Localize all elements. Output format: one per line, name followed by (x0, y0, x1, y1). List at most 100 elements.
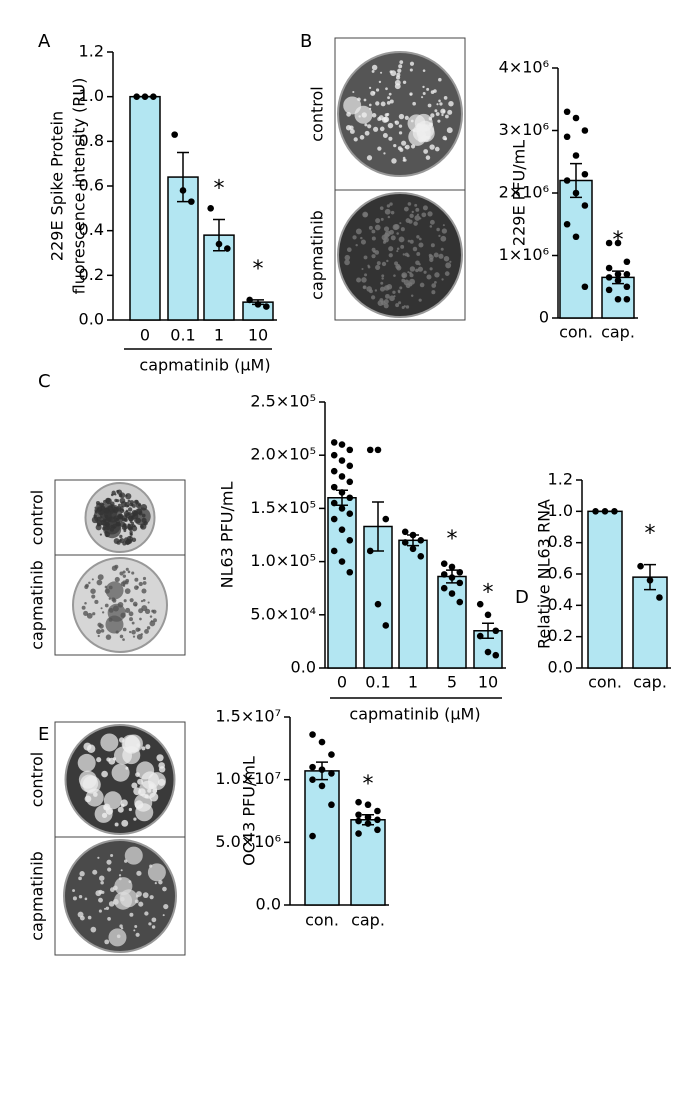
y-tick-label: 1.2 (548, 470, 573, 489)
bar (327, 497, 357, 669)
plaque (379, 126, 385, 132)
plaque (409, 61, 415, 66)
significance-star: * (645, 522, 656, 547)
plaque (368, 225, 373, 230)
plaque (433, 89, 437, 93)
plaque (98, 897, 103, 903)
data-point (330, 483, 338, 491)
plaque (397, 68, 402, 73)
plaque (375, 88, 380, 92)
data-point (366, 446, 374, 454)
plaque (404, 146, 407, 149)
data-point (476, 632, 484, 640)
plaque (404, 252, 409, 257)
y-tick-label: 0.4 (548, 595, 573, 614)
plaque (430, 113, 435, 118)
plaque (151, 609, 155, 613)
plaque (344, 254, 351, 261)
data-point (581, 170, 589, 178)
plaque (132, 507, 151, 526)
plaque (105, 497, 112, 505)
plaque (430, 243, 435, 248)
plaque (431, 290, 436, 295)
y-axis-label: OC43 PFU/mL (240, 756, 259, 866)
plaque (124, 846, 143, 865)
data-point (330, 547, 338, 555)
y-tick-label: 5.0×10⁶ (215, 832, 281, 851)
plaque (98, 909, 102, 913)
data-point (581, 202, 589, 209)
plaque (439, 102, 443, 106)
plaque (119, 534, 123, 539)
plaque (141, 588, 147, 594)
plaque (379, 286, 386, 292)
data-point (563, 133, 571, 141)
plaque (381, 274, 385, 278)
error-bar (372, 501, 384, 552)
plaque (128, 611, 134, 617)
data-point (309, 776, 316, 783)
data-point (374, 807, 381, 815)
y-axis-label: 229E PFU/mL (510, 140, 529, 246)
data-point (374, 600, 382, 608)
plaque (387, 96, 391, 100)
plaque (368, 103, 372, 107)
plaque (72, 896, 77, 901)
plaque (429, 144, 435, 150)
image-label: control (308, 86, 327, 141)
plaque (384, 230, 391, 237)
plaque (429, 254, 434, 260)
plaque (408, 219, 413, 224)
plaque (416, 213, 419, 216)
plaque (124, 588, 131, 595)
plaque (100, 881, 104, 885)
data-point (374, 816, 381, 824)
plaque (386, 259, 389, 263)
plaque (412, 246, 418, 252)
plaque (135, 803, 154, 822)
data-point (328, 801, 335, 809)
plaque (91, 578, 94, 581)
bar (398, 539, 428, 669)
x-tick-label: 0 (337, 673, 347, 692)
data-point (374, 826, 381, 834)
data-point (346, 494, 354, 502)
plaque (83, 610, 89, 616)
bar (587, 510, 623, 669)
plaque (99, 533, 103, 536)
plaque (142, 576, 147, 581)
plaque (116, 489, 123, 495)
data-point (605, 264, 613, 272)
x-tick-label: 5 (447, 673, 457, 692)
plaque (123, 510, 130, 517)
plaque (396, 232, 399, 235)
plaque (367, 124, 372, 129)
plaque (366, 286, 373, 292)
bar (632, 576, 668, 669)
plaque (136, 761, 155, 780)
plaque (383, 303, 389, 309)
plaque (119, 634, 124, 639)
plaque (442, 224, 445, 227)
plaque (150, 620, 153, 623)
plaque (376, 261, 381, 266)
plaque (371, 69, 375, 73)
plaque (141, 746, 146, 751)
plaque (418, 237, 422, 241)
plaque (401, 140, 407, 146)
panel-letter: B (300, 31, 312, 52)
plaque (444, 271, 450, 277)
plaque (390, 235, 396, 241)
panel-letter: E (38, 724, 49, 745)
plaque (400, 244, 405, 249)
plaque (400, 227, 405, 232)
data-point (592, 508, 599, 515)
plaque (117, 806, 124, 813)
plaque (119, 924, 123, 928)
plaque (401, 273, 406, 278)
data-point (448, 590, 456, 597)
plaque (402, 253, 406, 256)
plaque (389, 99, 394, 104)
plaque (386, 101, 391, 105)
plaque (410, 144, 416, 149)
